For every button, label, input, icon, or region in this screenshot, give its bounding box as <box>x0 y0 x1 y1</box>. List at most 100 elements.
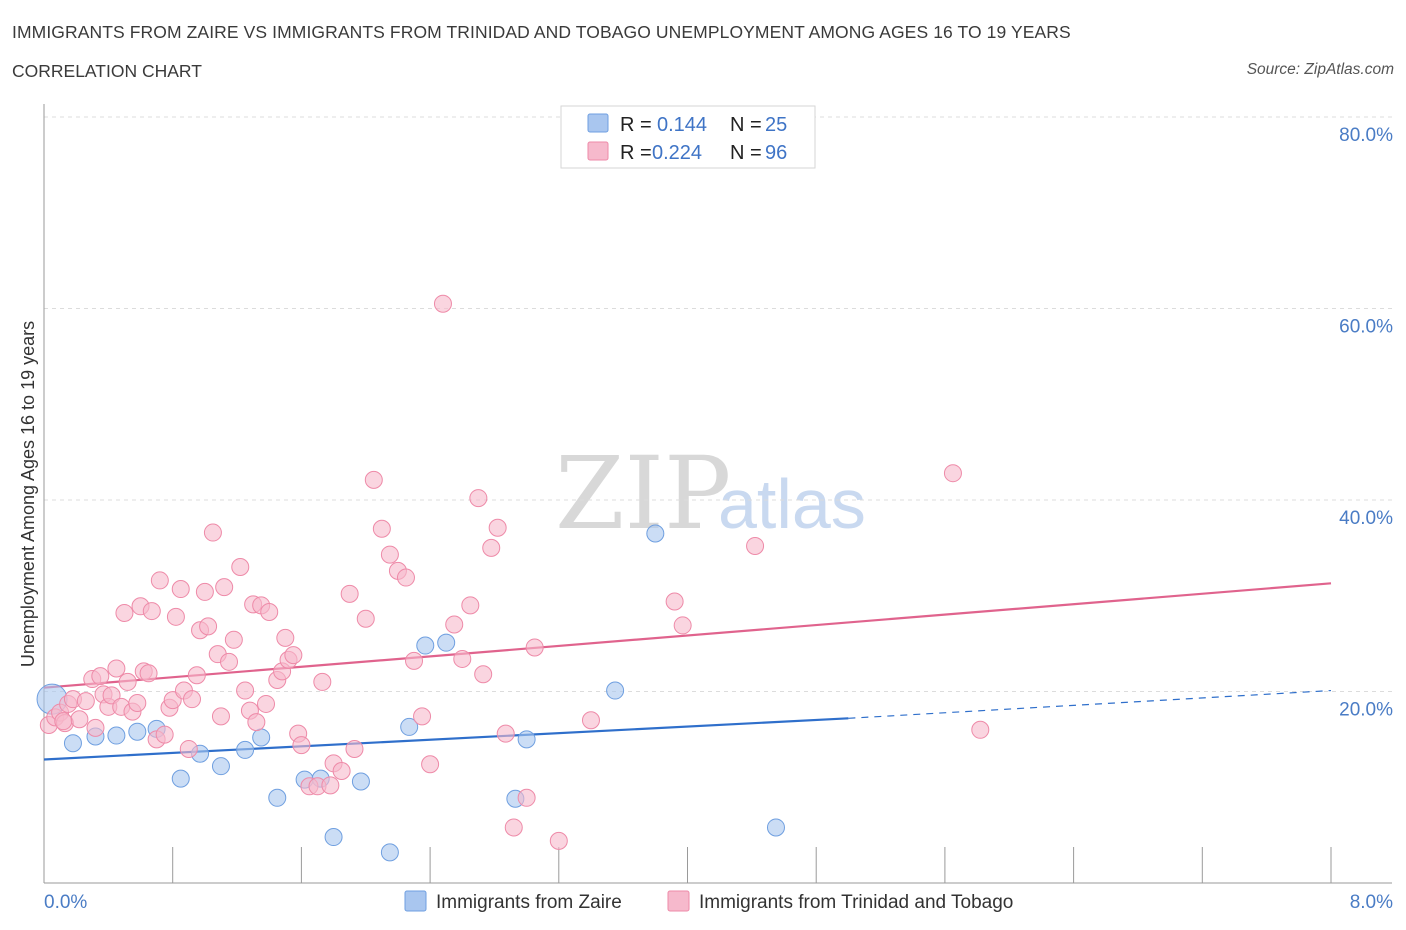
trinidad-point-94 <box>971 720 990 739</box>
trinidad-point-81 <box>474 665 493 684</box>
trinidad-point-30 <box>171 580 190 599</box>
axes <box>43 104 1392 884</box>
zaire-point-10 <box>252 728 271 747</box>
trinidad-point-33 <box>183 690 202 709</box>
trinidad-point-16 <box>115 603 134 622</box>
y-tick-label-60: 60.0% <box>1339 317 1393 338</box>
bottom-legend-swatch-trinidad <box>667 890 690 912</box>
trinidad-point-50 <box>257 694 276 713</box>
legend-r-value-zaire: 0.144 <box>657 114 707 136</box>
y-tick-label-40: 40.0% <box>1339 508 1393 529</box>
zaire-point-18 <box>416 636 435 655</box>
trinidad-point-26 <box>155 725 174 744</box>
zaire-point-17 <box>400 717 419 736</box>
trendline-zaire-extension <box>848 689 1332 719</box>
trendline-zaire <box>43 717 849 761</box>
trinidad-point-69 <box>372 519 391 538</box>
zaire-point-23 <box>646 524 665 543</box>
trinidad-point-7 <box>76 692 95 711</box>
legend: R = 0.144 N = 25 R = 0.224 N = 96 <box>560 105 816 169</box>
trinidad-point-92 <box>746 536 765 555</box>
trinidad-point-6 <box>70 710 89 729</box>
trinidad-point-61 <box>313 672 332 691</box>
data-points <box>36 294 990 862</box>
trendline-trinidad <box>43 582 1332 689</box>
y-axis-tick-labels: 20.0% 40.0% 60.0% 80.0% <box>1339 125 1393 721</box>
trinidad-point-70 <box>380 545 399 564</box>
trinidad-point-17 <box>118 672 137 691</box>
trinidad-point-78 <box>453 649 472 668</box>
trinidad-point-86 <box>517 788 536 807</box>
trinidad-point-89 <box>581 711 600 730</box>
trinidad-point-19 <box>128 693 147 712</box>
trinidad-point-25 <box>150 571 169 590</box>
trend-lines <box>43 582 1332 761</box>
trinidad-point-13 <box>102 686 121 705</box>
x-tick-label-min: 0.0% <box>44 892 87 913</box>
trinidad-point-90 <box>665 592 684 611</box>
trinidad-point-36 <box>195 582 214 601</box>
trinidad-point-23 <box>142 602 161 621</box>
watermark-atlas: atlas <box>718 465 866 543</box>
zaire-point-1 <box>63 734 82 753</box>
trinidad-point-84 <box>496 724 515 743</box>
trinidad-point-29 <box>166 607 185 626</box>
trinidad-point-10 <box>91 667 110 686</box>
x-tick-label-max: 8.0% <box>1350 892 1393 913</box>
trinidad-point-82 <box>482 538 501 557</box>
legend-n-value-zaire: 25 <box>765 114 787 136</box>
legend-n-label-trinidad: N = <box>730 142 762 164</box>
legend-r-label-trinidad: R = <box>620 142 652 164</box>
legend-swatch-trinidad <box>587 141 609 161</box>
zaire-point-20 <box>517 730 536 749</box>
zaire-point-8 <box>211 757 230 776</box>
legend-n-label-zaire: N = <box>730 114 762 136</box>
trinidad-point-74 <box>413 707 432 726</box>
zaire-point-22 <box>606 681 625 700</box>
trinidad-point-66 <box>345 739 364 758</box>
x-axis-ticks: 0.0% 8.0% <box>43 847 1393 913</box>
trinidad-point-34 <box>187 666 206 685</box>
zaire-point-6 <box>171 769 190 788</box>
trinidad-point-64 <box>332 761 351 780</box>
trinidad-point-83 <box>488 518 507 537</box>
bottom-legend-label-trinidad: Immigrants from Trinidad and Tobago <box>699 892 1013 913</box>
trinidad-point-67 <box>356 609 375 628</box>
y-axis-label: Unemployment Among Ages 16 to 19 years <box>18 321 38 667</box>
y-tick-label-80: 80.0% <box>1339 125 1393 146</box>
trinidad-point-80 <box>469 489 488 508</box>
trinidad-point-40 <box>211 707 230 726</box>
y-tick-label-20: 20.0% <box>1339 700 1393 721</box>
chart-title: IMMIGRANTS FROM ZAIRE VS IMMIGRANTS FROM… <box>12 22 1071 42</box>
trinidad-point-48 <box>247 713 266 732</box>
trinidad-point-58 <box>292 736 311 755</box>
legend-n-value-trinidad: 96 <box>765 142 787 164</box>
trinidad-point-87 <box>525 638 544 657</box>
trinidad-point-93 <box>943 464 962 483</box>
zaire-point-14 <box>324 828 343 847</box>
zaire-point-9 <box>236 740 255 759</box>
trinidad-point-38 <box>203 523 222 542</box>
trinidad-point-79 <box>461 596 480 615</box>
trinidad-point-54 <box>276 628 295 647</box>
trinidad-point-91 <box>673 616 692 635</box>
source-label: Source: ZipAtlas.com <box>1246 61 1394 78</box>
trinidad-point-22 <box>139 664 158 683</box>
trinidad-point-76 <box>433 294 452 313</box>
bottom-legend-label-zaire: Immigrants from Zaire <box>436 892 622 913</box>
zaire-point-11 <box>268 788 287 807</box>
zaire-point-19 <box>437 633 456 652</box>
series-trinidad <box>39 294 990 850</box>
trinidad-point-51 <box>260 603 279 622</box>
legend-r-value-trinidad: 0.224 <box>652 142 702 164</box>
bottom-legend-swatch-zaire <box>404 890 427 912</box>
trinidad-point-75 <box>421 755 440 774</box>
trinidad-point-43 <box>224 630 243 649</box>
trinidad-point-56 <box>284 646 303 665</box>
trinidad-point-77 <box>445 615 464 634</box>
watermark-zip: ZIP <box>555 435 731 552</box>
trinidad-point-37 <box>199 617 218 636</box>
trinidad-point-32 <box>179 739 198 758</box>
zaire-point-15 <box>351 772 370 791</box>
